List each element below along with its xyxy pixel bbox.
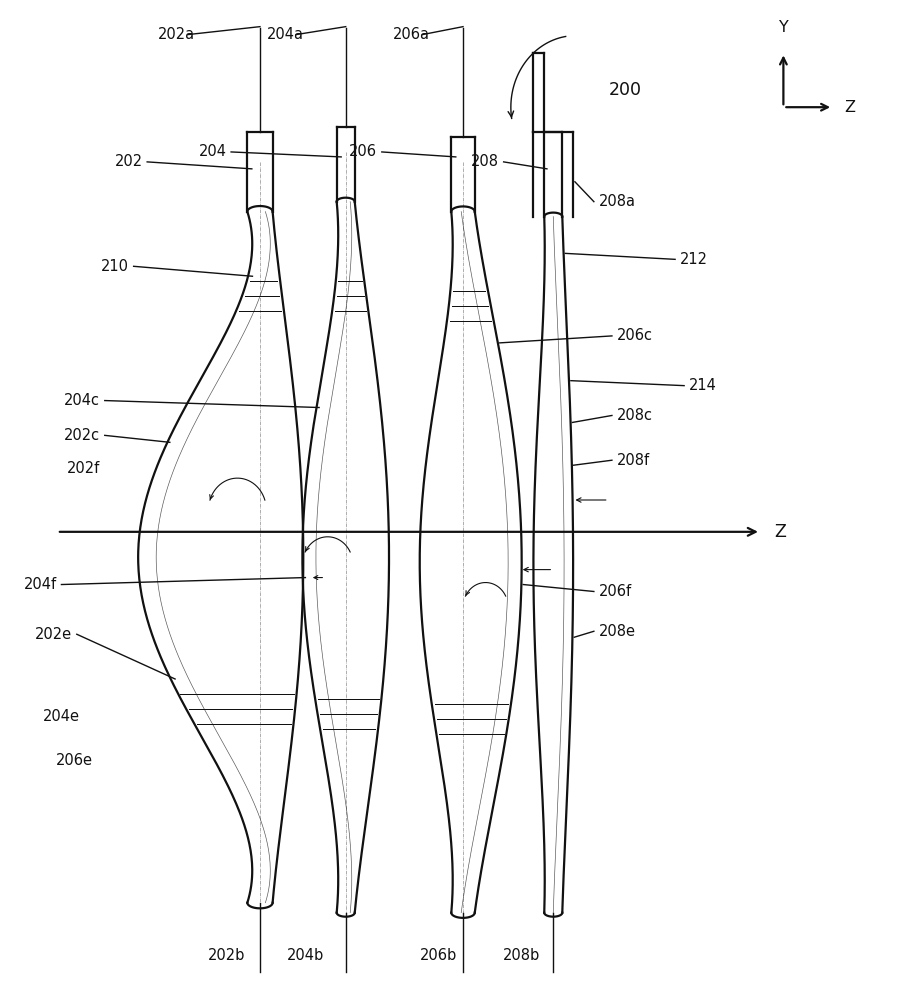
Text: 202b: 202b (208, 948, 245, 963)
Text: 204c: 204c (64, 393, 100, 408)
Text: 204f: 204f (24, 577, 57, 592)
Text: 202f: 202f (67, 461, 100, 476)
Text: 204e: 204e (43, 709, 80, 724)
Text: 202e: 202e (35, 627, 73, 642)
Text: 208a: 208a (598, 194, 636, 209)
Text: 206b: 206b (420, 948, 458, 963)
Text: 202c: 202c (64, 428, 100, 443)
Text: 206c: 206c (617, 328, 653, 343)
Text: 208: 208 (471, 154, 499, 169)
Text: 212: 212 (679, 252, 707, 267)
Text: 204a: 204a (267, 27, 304, 42)
Text: 208f: 208f (617, 453, 649, 468)
Text: 202: 202 (114, 154, 143, 169)
Text: 200: 200 (609, 81, 642, 99)
Text: 210: 210 (101, 259, 129, 274)
Text: Z: Z (844, 100, 854, 115)
Text: 208e: 208e (598, 624, 636, 639)
Text: 208c: 208c (617, 408, 653, 423)
Text: 204b: 204b (286, 948, 324, 963)
Text: Y: Y (778, 20, 788, 35)
Text: 214: 214 (688, 378, 716, 393)
Text: 202a: 202a (157, 27, 194, 42)
Text: 206: 206 (350, 144, 378, 159)
Text: Z: Z (775, 523, 786, 541)
Text: 204: 204 (199, 144, 227, 159)
Text: 206e: 206e (56, 753, 93, 768)
Text: 208b: 208b (503, 948, 540, 963)
Text: 206f: 206f (598, 584, 632, 599)
Text: 206a: 206a (393, 27, 430, 42)
